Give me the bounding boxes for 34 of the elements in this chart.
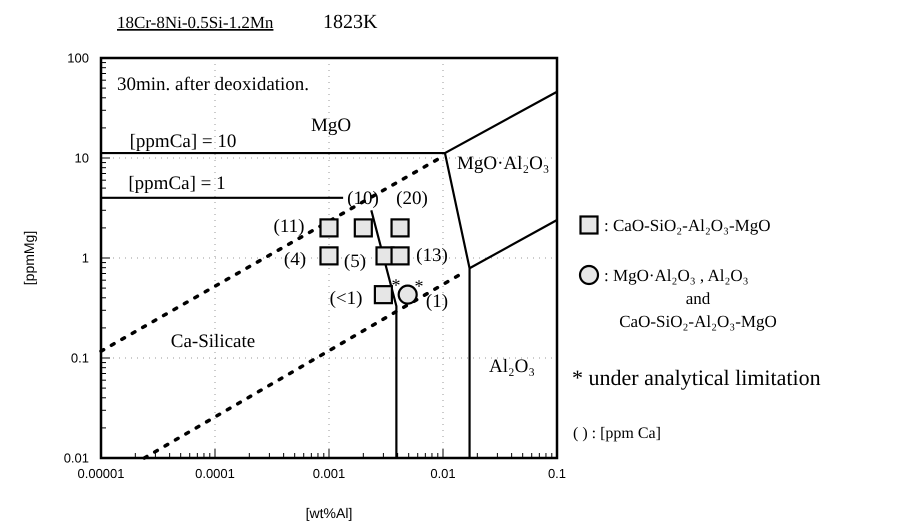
y-tick-label: 0.1	[70, 350, 89, 366]
y-axis-title: [ppmMg]	[21, 230, 37, 286]
y-tick-label: 0.01	[64, 450, 89, 466]
text: ( ) : [ppm Ca]	[573, 425, 661, 442]
annotation: Al₂O₃	[489, 356, 535, 377]
annotation: Ca-Silicate	[170, 331, 256, 352]
y-tick-label: 100	[67, 50, 89, 66]
x-tick-label: 0.1	[548, 466, 566, 481]
annotation: 30min. after deoxidation.	[117, 74, 310, 95]
annotation: [ppmCa] = 1	[128, 173, 226, 194]
annotation: [ppmCa] = 10	[130, 131, 236, 152]
x-axis-title: [wt%Al]	[306, 505, 352, 521]
legend-label: : MgO·Al₂O₃ , Al₂O₃ and CaO-SiO₂-Al₂O₃-MgO	[604, 266, 777, 331]
annotation: *	[414, 276, 424, 296]
x-tick-label: 0.01	[430, 466, 456, 481]
annotation: (13)	[416, 245, 448, 266]
annotation: *	[392, 275, 400, 295]
annotation: (5)	[344, 251, 366, 272]
chart-title: 18Cr-8Ni-0.5Si-1.2Mn	[117, 13, 274, 32]
x-tick-label: 0.001	[312, 466, 346, 481]
chart-subtitle: 1823K	[323, 11, 378, 33]
annotation: (4)	[284, 249, 306, 270]
annotation: (11)	[274, 216, 304, 237]
annotation: (20)	[396, 188, 428, 209]
annotation: (1)	[426, 291, 448, 312]
text: * under analytical limitation	[572, 365, 821, 390]
x-tick-label: 0.00001	[78, 466, 124, 481]
annotation: (<1)	[330, 288, 362, 309]
x-tick-label: 0.0001	[195, 466, 235, 481]
annotation: MgO·Al₂O₃	[457, 153, 550, 174]
y-tick-label: 10	[74, 150, 89, 166]
y-tick-label: 1	[82, 250, 89, 266]
legend-label: : CaO-SiO₂-Al₂O₃-MgO	[604, 216, 771, 235]
annotation: MgO	[310, 115, 352, 136]
